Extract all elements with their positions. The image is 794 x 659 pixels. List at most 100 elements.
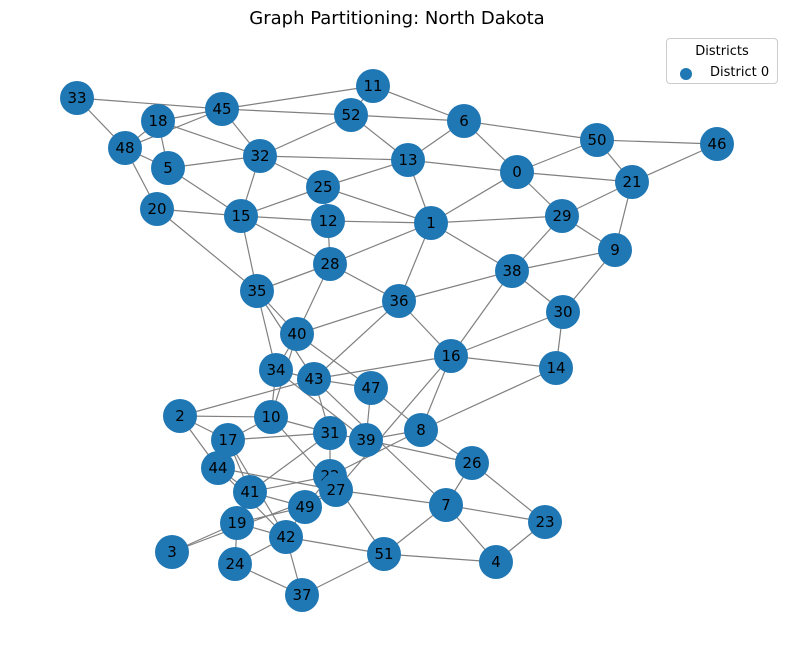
node-7 xyxy=(429,488,463,522)
node-label-23: 23 xyxy=(535,513,554,531)
edge-0-21 xyxy=(516,171,633,183)
edge-27-44 xyxy=(217,467,337,491)
edge-27-7 xyxy=(335,489,447,506)
node-label-21: 21 xyxy=(622,173,641,191)
node-24 xyxy=(218,547,252,581)
edge-16-27 xyxy=(335,355,452,491)
node-label-40: 40 xyxy=(287,325,306,343)
node-label-7: 7 xyxy=(441,496,451,514)
node-4 xyxy=(479,545,513,579)
node-label-38: 38 xyxy=(502,262,521,280)
edge-16-14 xyxy=(450,355,557,369)
edge-25-1 xyxy=(322,186,432,224)
edge-45-52 xyxy=(221,108,352,116)
node-33 xyxy=(60,81,94,115)
node-3 xyxy=(155,535,189,569)
node-49 xyxy=(288,490,322,524)
node-25 xyxy=(306,170,340,204)
edge-32-13 xyxy=(259,155,409,161)
node-28 xyxy=(313,247,347,281)
node-label-6: 6 xyxy=(459,112,469,130)
node-label-51: 51 xyxy=(374,545,393,563)
node-21 xyxy=(615,165,649,199)
node-label-26: 26 xyxy=(462,454,481,472)
legend-label-district-0: District 0 xyxy=(710,65,770,80)
edge-18-32 xyxy=(157,120,261,157)
edge-17-31 xyxy=(227,432,331,441)
node-label-3: 3 xyxy=(167,543,177,561)
edge-38-36 xyxy=(398,270,513,302)
node-11 xyxy=(356,69,390,103)
node-18 xyxy=(141,104,175,138)
node-label-5: 5 xyxy=(163,159,173,177)
node-38 xyxy=(495,254,529,288)
node-31 xyxy=(313,416,347,450)
node-label-16: 16 xyxy=(441,347,460,365)
edge-12-1 xyxy=(327,220,432,224)
node-10 xyxy=(254,400,288,434)
edge-43-2 xyxy=(179,378,315,417)
edge-30-16 xyxy=(450,311,564,357)
node-label-41: 41 xyxy=(240,483,259,501)
node-39 xyxy=(349,423,383,457)
node-50 xyxy=(580,123,614,157)
edge-34-39 xyxy=(275,369,367,441)
node-label-9: 9 xyxy=(610,241,620,259)
node-label-1: 1 xyxy=(426,214,436,232)
node-label-14: 14 xyxy=(546,359,565,377)
node-2 xyxy=(163,399,197,433)
node-label-42: 42 xyxy=(276,528,295,546)
node-6 xyxy=(447,104,481,138)
node-45 xyxy=(205,92,239,126)
node-label-47: 47 xyxy=(361,379,380,397)
node-label-29: 29 xyxy=(552,207,571,225)
node-46 xyxy=(700,127,734,161)
node-label-2: 2 xyxy=(175,407,185,425)
edge-13-0 xyxy=(407,159,518,173)
node-label-19: 19 xyxy=(227,514,246,532)
node-40 xyxy=(280,317,314,351)
node-label-33: 33 xyxy=(67,89,86,107)
edge-51-4 xyxy=(383,553,497,563)
node-9 xyxy=(598,233,632,267)
node-label-4: 4 xyxy=(491,553,501,571)
node-label-35: 35 xyxy=(247,282,266,300)
edge-36-40 xyxy=(296,300,400,335)
node-label-24: 24 xyxy=(225,555,244,573)
node-label-27: 27 xyxy=(326,481,345,499)
node-29 xyxy=(545,199,579,233)
node-label-44: 44 xyxy=(208,459,227,477)
node-label-30: 30 xyxy=(553,303,572,321)
node-label-18: 18 xyxy=(148,112,167,130)
node-43 xyxy=(297,362,331,396)
edge-6-50 xyxy=(463,120,598,141)
node-34 xyxy=(259,353,293,387)
node-13 xyxy=(391,143,425,177)
node-label-0: 0 xyxy=(512,163,522,181)
node-19 xyxy=(220,506,254,540)
node-label-45: 45 xyxy=(212,100,231,118)
node-1 xyxy=(414,206,448,240)
node-label-49: 49 xyxy=(295,498,314,516)
node-label-20: 20 xyxy=(147,200,166,218)
node-16 xyxy=(434,339,468,373)
legend-swatch-district-0 xyxy=(680,68,692,80)
node-32 xyxy=(243,139,277,173)
edge-38-16 xyxy=(450,270,513,357)
node-37 xyxy=(285,578,319,612)
node-20 xyxy=(140,192,174,226)
node-48 xyxy=(108,131,142,165)
edge-39-26 xyxy=(365,439,473,464)
node-8 xyxy=(404,413,438,447)
node-label-13: 13 xyxy=(398,151,417,169)
legend-title: Districts xyxy=(695,44,749,59)
node-36 xyxy=(382,284,416,318)
edge-1-28 xyxy=(329,222,432,265)
edge-16-43 xyxy=(313,355,452,380)
edge-50-46 xyxy=(596,139,718,145)
node-label-36: 36 xyxy=(389,292,408,310)
chart-title: Graph Partitioning: North Dakota xyxy=(249,8,545,29)
edge-52-6 xyxy=(350,114,465,122)
edge-45-11 xyxy=(221,85,374,110)
edge-20-35 xyxy=(156,208,258,292)
